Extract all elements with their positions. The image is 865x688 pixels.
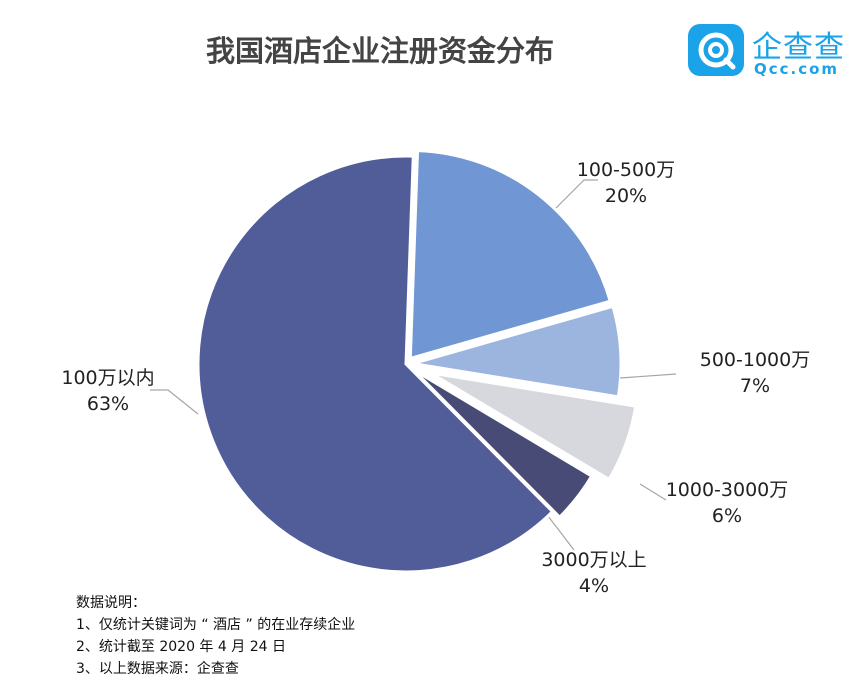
leader-line bbox=[150, 389, 199, 415]
slice-percent: 63% bbox=[87, 393, 129, 415]
slice-label: 100-500万 bbox=[577, 159, 675, 181]
pie-slice bbox=[196, 154, 555, 574]
notes-line: 1、仅统计关键词为 “ 酒店 ” 的在业存续企业 bbox=[76, 617, 356, 633]
slice-percent: 6% bbox=[712, 505, 742, 527]
leader-line bbox=[547, 515, 575, 551]
pie-slice bbox=[412, 304, 623, 399]
chart-title: 我国酒店企业注册资金分布 bbox=[205, 34, 554, 68]
slice-label: 100万以内 bbox=[61, 367, 154, 389]
data-notes: 数据说明： 1、仅统计关键词为 “ 酒店 ” 的在业存续企业 2、统计截至 20… bbox=[76, 592, 355, 680]
slice-label: 500-1000万 bbox=[700, 349, 810, 371]
slice-percent: 20% bbox=[605, 185, 647, 207]
slice-label: 3000万以上 bbox=[541, 549, 646, 571]
notes-line: 3、以上数据来源：企查查 bbox=[76, 661, 239, 677]
notes-line: 2、统计截至 2020 年 4 月 24 日 bbox=[76, 639, 286, 655]
pie-slice bbox=[429, 371, 638, 482]
logo-domain: Qcc.com bbox=[754, 60, 840, 78]
leader-line bbox=[639, 483, 667, 501]
pie-slice bbox=[408, 149, 613, 361]
qcc-logo-icon bbox=[688, 24, 744, 76]
slice-percent: 7% bbox=[740, 375, 770, 397]
notes-heading: 数据说明： bbox=[76, 595, 146, 611]
leader-line bbox=[555, 179, 598, 209]
pie-slice bbox=[412, 368, 594, 520]
slice-label: 1000-3000万 bbox=[666, 479, 789, 501]
slice-percent: 4% bbox=[579, 575, 609, 597]
qcc-logo: 企查查 Qcc.com bbox=[688, 22, 858, 82]
logo-name: 企查查 bbox=[752, 30, 845, 65]
leader-line bbox=[619, 373, 677, 379]
